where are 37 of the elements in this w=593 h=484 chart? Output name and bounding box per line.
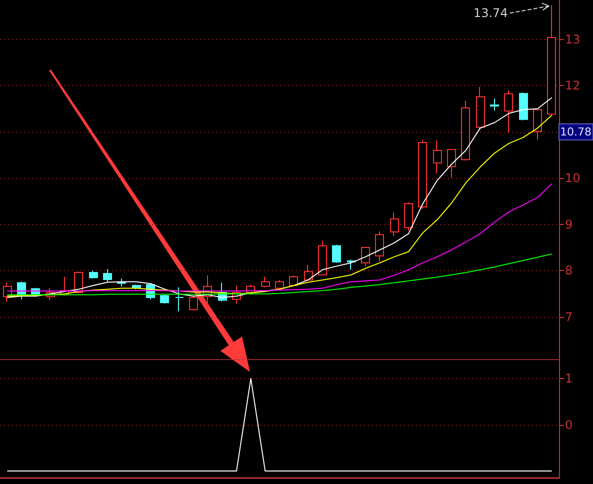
y-tick-label: 12 xyxy=(565,78,580,93)
candlestick xyxy=(533,109,542,140)
candlestick xyxy=(275,279,284,292)
candlestick xyxy=(433,140,442,174)
candlestick xyxy=(461,100,470,162)
candlestick xyxy=(318,240,327,276)
y-tick-label: 0 xyxy=(565,418,573,432)
y-tick-label: 10 xyxy=(565,171,580,186)
candlestick xyxy=(175,286,184,312)
candlestick xyxy=(447,148,456,178)
y-tick-label: 7 xyxy=(565,310,573,324)
candlestick xyxy=(89,270,98,280)
y-tick-label: 13 xyxy=(565,32,580,46)
y-tick-label: 8 xyxy=(565,264,573,278)
candlestick xyxy=(375,230,384,262)
candlestick xyxy=(390,212,399,236)
line-series xyxy=(6,254,552,296)
candlestick xyxy=(519,92,528,121)
candlestick xyxy=(332,244,341,264)
candlestick xyxy=(361,246,370,267)
text: 10.78 xyxy=(560,125,592,138)
candlestick xyxy=(490,98,499,112)
candlestick xyxy=(261,276,270,288)
y-tick-label: 1 xyxy=(565,372,573,386)
candlestick xyxy=(418,140,427,210)
y-tick-label: 9 xyxy=(565,217,573,232)
candlestick xyxy=(103,268,112,282)
candlestick xyxy=(476,86,485,131)
line-series xyxy=(6,183,552,292)
candlestick xyxy=(404,202,413,231)
candlestick xyxy=(132,284,141,290)
candlestick xyxy=(160,294,169,304)
candlestick xyxy=(504,90,513,134)
annotation: 13.74 xyxy=(473,6,508,20)
candlestick xyxy=(289,274,298,287)
candlestick xyxy=(304,264,313,280)
candlestick xyxy=(189,296,198,311)
